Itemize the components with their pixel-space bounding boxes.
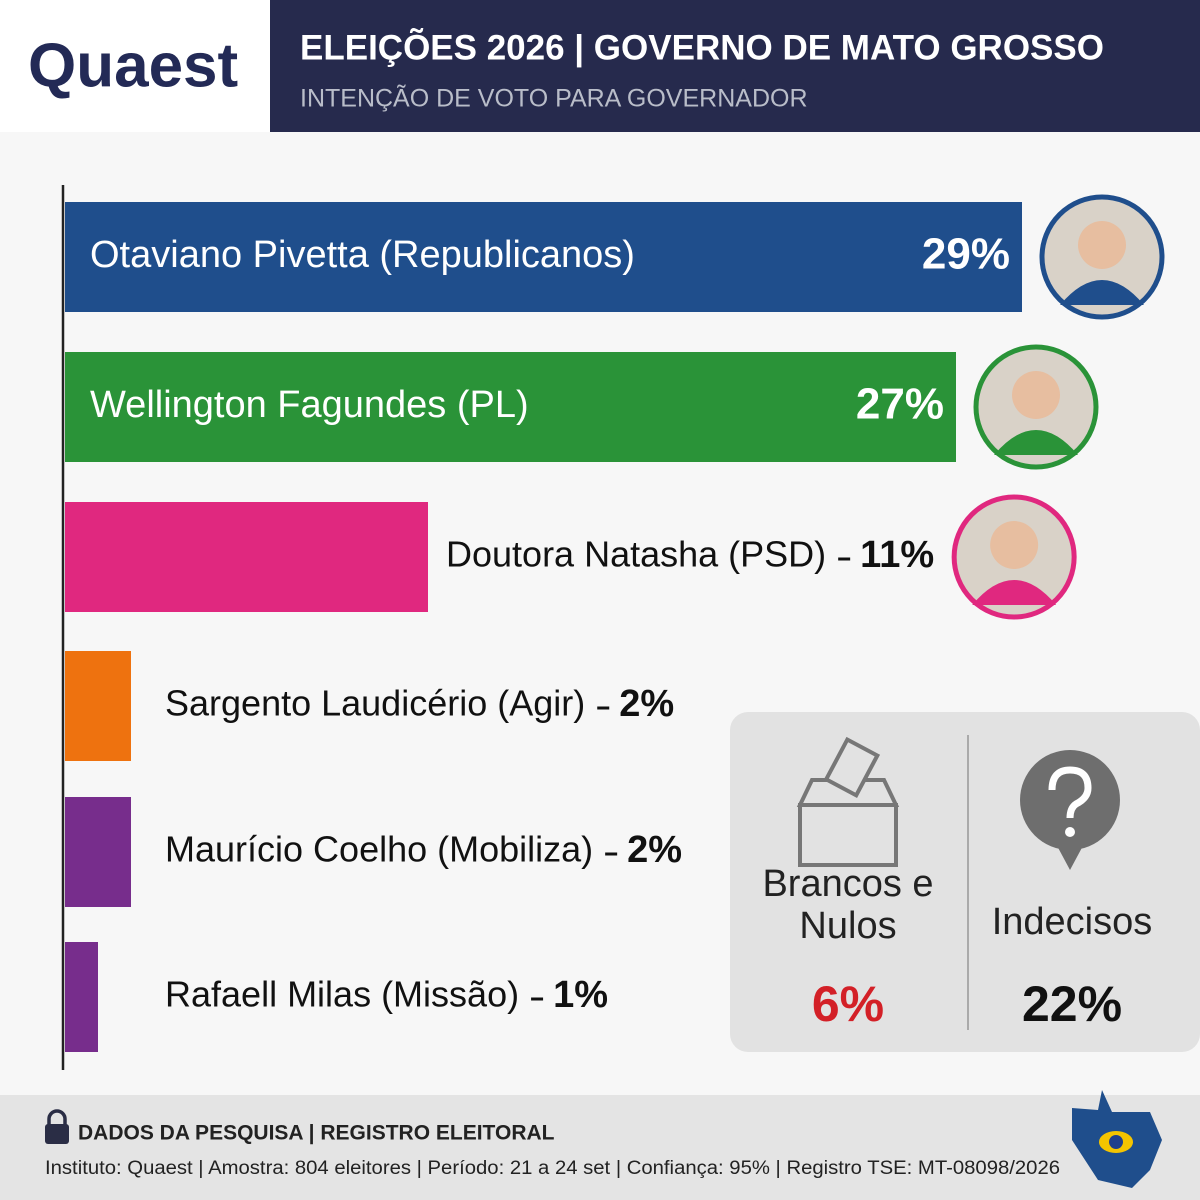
bar bbox=[65, 202, 1022, 312]
value-label: 11% bbox=[860, 534, 934, 576]
others-value: 22% bbox=[1022, 976, 1122, 1032]
lock-icon bbox=[45, 1109, 69, 1144]
bar-label: Rafaell Milas (Missão) bbox=[165, 974, 519, 1015]
photo-head bbox=[990, 521, 1039, 569]
candidate-photo bbox=[1039, 194, 1165, 320]
value-label: 27% bbox=[856, 380, 944, 429]
bar-label: Otaviano Pivetta (Republicanos) bbox=[90, 234, 635, 276]
footer-heading: DADOS DA PESQUISA | REGISTRO ELEITORAL bbox=[78, 1122, 555, 1145]
subtitle: INTENÇÃO DE VOTO PARA GOVERNADOR bbox=[300, 84, 808, 113]
photo-body bbox=[972, 580, 1057, 605]
title: ELEIÇÕES 2026 | GOVERNO DE MATO GROSSO bbox=[300, 27, 1104, 67]
photo-body bbox=[994, 430, 1078, 455]
bar-label: Maurício Coelho (Mobiliza) bbox=[165, 829, 593, 870]
bar-label: Doutora Natasha (PSD) bbox=[446, 534, 826, 575]
bar-label: Wellington Fagundes (PL) bbox=[90, 384, 529, 426]
value-label: 29% bbox=[922, 230, 1010, 279]
ballot-icon bbox=[796, 736, 900, 867]
others-value: 6% bbox=[812, 976, 884, 1032]
footer-details: Instituto: Quaest | Amostra: 804 eleitor… bbox=[45, 1158, 1060, 1179]
value-label: 2% bbox=[619, 683, 674, 725]
bar bbox=[65, 502, 428, 612]
bar bbox=[65, 651, 131, 761]
candidate-photo bbox=[951, 494, 1077, 620]
value-label: 2% bbox=[627, 829, 682, 871]
bar-label: Sargento Laudicério (Agir) bbox=[165, 683, 585, 724]
bar bbox=[65, 942, 98, 1052]
photo-head bbox=[1078, 221, 1126, 269]
question-icon bbox=[1020, 750, 1120, 870]
bar bbox=[65, 352, 956, 462]
logo-area bbox=[0, 0, 270, 132]
candidate-photo bbox=[973, 344, 1099, 470]
logo: Quaest bbox=[28, 31, 238, 100]
value-label: 1% bbox=[553, 974, 608, 1016]
footer bbox=[0, 1095, 1200, 1200]
others-label: Brancos e Nulos bbox=[762, 863, 933, 947]
others-label: Indecisos bbox=[992, 901, 1153, 943]
state-map bbox=[1072, 1090, 1162, 1188]
photo-body bbox=[1060, 280, 1144, 305]
header bbox=[270, 0, 1200, 132]
bar bbox=[65, 797, 131, 907]
photo-head bbox=[1012, 371, 1060, 419]
